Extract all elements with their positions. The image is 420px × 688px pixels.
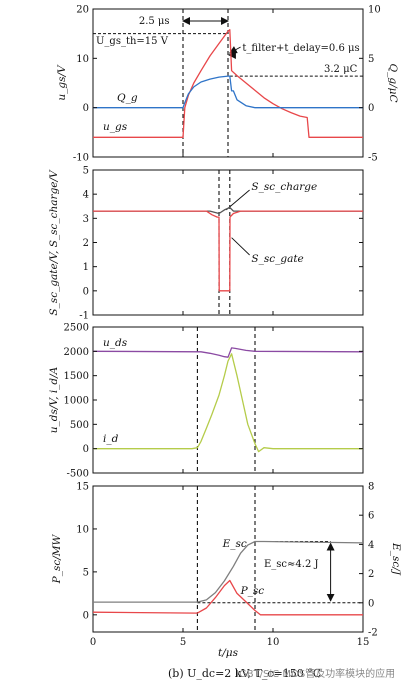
- panel4-y2-axis-label: E_sc/J: [390, 542, 402, 576]
- panel4-y2tick-label: 6: [368, 511, 374, 522]
- series-line-u-gs: [93, 29, 363, 138]
- panel1-y2tick-label: 5: [368, 54, 374, 65]
- panel1-ytick-label: 20: [76, 5, 89, 16]
- panel4-frame: [92, 485, 364, 633]
- ugs-series-label: u_gs: [103, 121, 128, 133]
- xtick-label: 5: [180, 637, 186, 648]
- panel1-y2tick-label: 10: [368, 5, 381, 16]
- ssc-gate-label: S_sc_gate: [251, 253, 303, 265]
- panel3-y-axis-label: u_ds/V, i_d/A: [48, 366, 60, 433]
- panel3-ytick-label: 2500: [64, 323, 89, 334]
- pulse-width-annotation: 2.5 μs: [139, 16, 170, 27]
- watermark-text: IGBT/SiC MOS管及功率模块的应用: [236, 667, 395, 680]
- ssc-charge-leader: [225, 189, 250, 211]
- xtick-label: 10: [267, 637, 280, 648]
- panel4-y2tick-label: 4: [368, 540, 374, 551]
- xtick-label: 15: [357, 637, 370, 648]
- psc-series-label: P_sc: [240, 585, 265, 597]
- panel1-ytick-label: -10: [73, 153, 89, 164]
- panel1-y-axis-label: u_gs/V: [56, 64, 68, 101]
- charge-annotation: 3.2 μC: [324, 64, 358, 75]
- qg-series-label: Q_g: [117, 92, 138, 104]
- panel4-y2tick-label: 8: [368, 482, 374, 493]
- series-line-s-sc-charge: [93, 206, 363, 215]
- panel2-ytick-label: 1: [83, 262, 89, 273]
- series-line-s-sc-gate: [93, 210, 363, 292]
- id-series-label: i_d: [103, 433, 119, 445]
- series-line-q-g: [93, 75, 363, 109]
- esc-series-label: E_sc: [222, 538, 247, 550]
- ssc-charge-label: S_sc_charge: [251, 181, 317, 193]
- energy-annotation: E_sc≈4.2 J: [264, 559, 319, 570]
- panel2-ytick-label: 5: [83, 166, 89, 177]
- panel2-ytick-label: 0: [83, 286, 89, 297]
- ssc-gate-leader: [231, 237, 250, 256]
- panel4-ytick-label: 5: [83, 567, 89, 578]
- panel2-frame: [92, 169, 364, 316]
- panel1-ytick-label: 0: [83, 103, 89, 114]
- panel3-ytick-label: 500: [70, 420, 89, 431]
- panel3-ytick-label: 0: [83, 444, 89, 455]
- panel1-y2-axis-label: Q_g/μC: [387, 64, 399, 103]
- series-line-i-d: [93, 353, 363, 453]
- panel4-y2tick-label: 2: [368, 569, 374, 580]
- panel4-ytick-label: 10: [76, 524, 89, 535]
- panel2-ytick-label: -1: [79, 311, 89, 322]
- panel3-ytick-label: 2000: [64, 347, 89, 358]
- series-line-u-ds: [92, 347, 364, 358]
- panel4-y2tick-label: -2: [368, 628, 378, 639]
- panel1-y2tick-label: -5: [368, 153, 378, 164]
- panel1-y2tick-label: 0: [368, 103, 374, 114]
- panel1-ytick-label: 10: [76, 54, 89, 65]
- uds-series-label: u_ds: [103, 337, 128, 349]
- panel2-ytick-label: 4: [83, 190, 89, 201]
- threshold-annotation: U_gs_th=15 V: [96, 36, 169, 47]
- panel2-ytick-label: 2: [83, 238, 89, 249]
- panel3-ytick-label: 1000: [64, 396, 89, 407]
- x-axis-label: t/μs: [218, 647, 239, 659]
- delay-annotation: t_filter+t_delay=0.6 μs: [242, 43, 359, 54]
- xtick-label: 0: [90, 637, 96, 648]
- panel2-y-axis-label: S_sc_gate/V, S_sc_charge/V: [48, 169, 60, 316]
- panel2-ytick-label: 3: [83, 214, 89, 225]
- panel3-ytick-label: -500: [67, 469, 89, 480]
- series-line-e-sc: [93, 540, 364, 603]
- panel4-y-axis-label: P_sc/MW: [51, 533, 63, 584]
- panel4-ytick-label: 0: [83, 610, 89, 621]
- panel3-frame: [92, 326, 364, 474]
- series-line-p-sc: [92, 579, 363, 616]
- figure-caption: (b) U_dc=2 kV, T_c=150 °C: [168, 667, 321, 680]
- panel4-ytick-label: 15: [76, 482, 89, 493]
- panel3-ytick-label: 1500: [64, 371, 89, 382]
- panel4-y2tick-label: 0: [368, 598, 374, 609]
